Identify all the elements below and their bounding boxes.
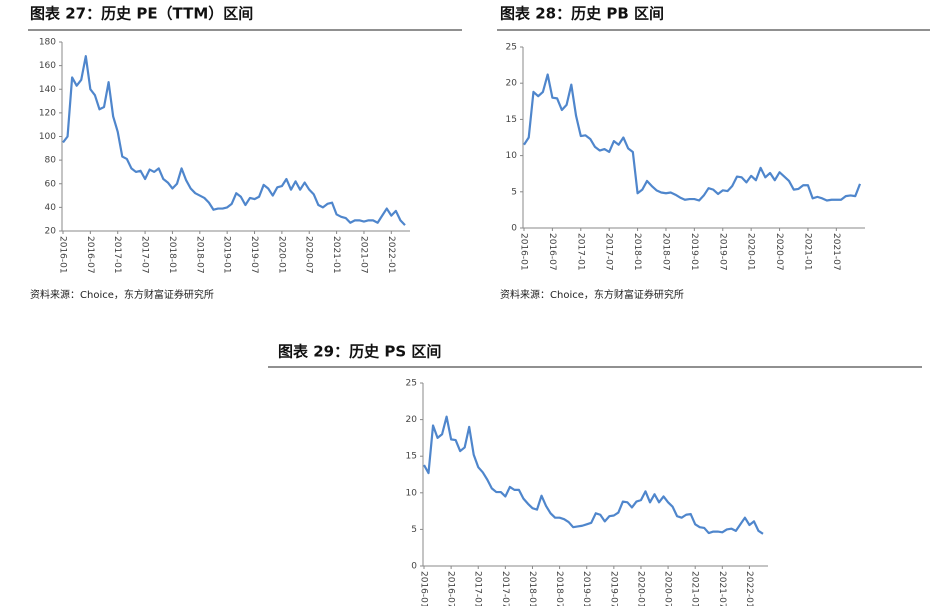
x-tick-label: 2017-01 — [473, 571, 483, 606]
x-tick-label: 2018-01 — [527, 571, 537, 606]
line-series — [62, 55, 406, 226]
x-tick-label: 2017-07 — [500, 571, 510, 606]
x-tick-label: 2019-07 — [249, 236, 259, 274]
x-tick-label: 2016-01 — [519, 233, 529, 271]
y-tick-label: 25 — [506, 43, 517, 53]
x-tick-label: 2021-01 — [331, 236, 341, 274]
x-tick-label: 2019-01 — [581, 571, 591, 606]
y-tick-label: 20 — [45, 227, 57, 237]
y-tick-label: 160 — [39, 61, 56, 71]
x-tick-label: 2017-01 — [112, 236, 122, 274]
x-tick-label: 2017-07 — [140, 236, 150, 274]
line-series — [523, 73, 862, 202]
x-tick-label: 2016-01 — [419, 571, 429, 606]
x-tick-label: 2016-07 — [446, 571, 456, 606]
x-tick-label: 2019-07 — [717, 233, 727, 271]
y-tick-label: 140 — [39, 85, 56, 95]
source-note: 资料来源：Choice，东方财富证券研究所 — [30, 288, 214, 301]
x-tick-label: 2017-01 — [575, 233, 585, 271]
y-tick-label: 20 — [406, 415, 418, 425]
y-tick-label: 100 — [39, 132, 56, 142]
y-tick-label: 10 — [506, 151, 518, 161]
y-tick-label: 60 — [45, 179, 57, 189]
x-tick-label: 2017-07 — [604, 233, 614, 271]
x-tick-label: 2020-07 — [304, 236, 314, 274]
x-tick-label: 2021-07 — [717, 571, 727, 606]
line-series — [423, 415, 764, 535]
x-tick-label: 2022-01 — [386, 236, 396, 274]
x-tick-label: 2021-01 — [802, 233, 812, 271]
x-tick-label: 2018-01 — [167, 236, 177, 274]
x-tick-label: 2020-07 — [663, 571, 673, 606]
x-tick-label: 2018-07 — [660, 233, 670, 271]
y-tick-label: 15 — [406, 452, 417, 462]
x-tick-label: 2018-01 — [632, 233, 642, 271]
chart-title: 图表 27：历史 PE（TTM）区间 — [30, 5, 253, 23]
x-tick-label: 2019-01 — [222, 236, 232, 274]
x-tick-label: 2016-07 — [547, 233, 557, 271]
y-tick-label: 120 — [39, 108, 56, 118]
x-tick-label: 2020-01 — [635, 571, 645, 606]
source-note: 资料来源：Choice，东方财富证券研究所 — [500, 288, 684, 301]
x-tick-label: 2021-01 — [690, 571, 700, 606]
y-tick-label: 15 — [506, 115, 517, 125]
y-tick-label: 0 — [511, 224, 517, 234]
x-tick-label: 2016-07 — [85, 236, 95, 274]
y-tick-label: 5 — [411, 525, 417, 535]
y-tick-label: 80 — [45, 156, 57, 166]
x-tick-label: 2021-07 — [358, 236, 368, 274]
y-tick-label: 40 — [45, 203, 57, 213]
y-tick-label: 180 — [39, 38, 56, 48]
y-tick-label: 10 — [406, 488, 418, 498]
y-tick-label: 0 — [411, 562, 417, 572]
x-tick-label: 2020-01 — [276, 236, 286, 274]
x-tick-label: 2018-07 — [554, 571, 564, 606]
x-tick-label: 2020-01 — [746, 233, 756, 271]
x-tick-label: 2019-01 — [689, 233, 699, 271]
x-tick-label: 2021-07 — [831, 233, 841, 271]
y-tick-label: 20 — [506, 79, 518, 89]
chart-title: 图表 28：历史 PB 区间 — [500, 5, 664, 23]
x-tick-label: 2020-07 — [774, 233, 784, 271]
y-tick-label: 25 — [406, 379, 417, 389]
x-tick-label: 2022-01 — [744, 571, 754, 606]
y-tick-label: 5 — [511, 187, 517, 197]
x-tick-label: 2018-07 — [194, 236, 204, 274]
x-tick-label: 2016-01 — [58, 236, 68, 274]
x-tick-label: 2019-07 — [608, 571, 618, 606]
chart-title: 图表 29：历史 PS 区间 — [278, 343, 441, 361]
